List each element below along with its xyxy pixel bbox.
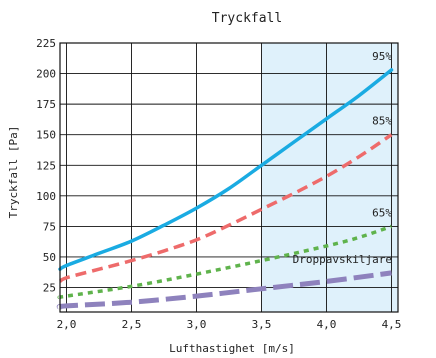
series-label: 85% [372,115,392,128]
y-tick-label: 175 [36,98,56,111]
y-tick-labels: 25 50 75 100 125 150 175 200 225 [36,37,56,295]
y-tick-label: 125 [36,159,56,172]
series-line [58,68,394,271]
series-label: Droppavskiljare [293,253,392,266]
y-tick-label: 50 [43,251,56,264]
y-tick-label: 25 [43,282,56,295]
x-tick-label: 3,5 [252,318,272,331]
y-axis-label: Tryckfall [Pa] [7,126,20,219]
series-label: 95% [372,50,392,63]
series-line [58,133,393,283]
y-tick-label: 225 [36,37,56,50]
highlight-band [261,43,398,312]
series-lines [56,68,394,310]
x-tick-label: 4,0 [317,318,337,331]
series-line [57,224,393,300]
y-tick-label: 200 [36,68,56,81]
series-labels: 95% 85% 65% Droppavskiljare [293,50,393,266]
x-tick-labels: 2,0 2,5 3,0 3,5 4,0 4,5 [57,318,402,331]
chart-title: Tryckfall [212,11,282,26]
x-tick-label: 4,5 [382,318,402,331]
series-label: 65% [372,206,392,219]
x-tick-label: 2,5 [122,318,142,331]
plot-frame [59,42,399,313]
y-tick-label: 75 [43,220,56,233]
x-tick-label: 3,0 [187,318,207,331]
y-tick-label: 150 [36,129,56,142]
x-axis-label: Lufthastighet [m/s] [169,342,295,355]
series-line [56,270,392,310]
x-tick-label: 2,0 [57,318,77,331]
y-tick-label: 100 [36,190,56,203]
